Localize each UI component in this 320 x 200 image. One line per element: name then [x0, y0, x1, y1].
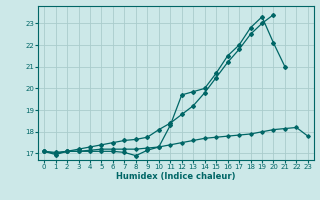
- X-axis label: Humidex (Indice chaleur): Humidex (Indice chaleur): [116, 172, 236, 181]
